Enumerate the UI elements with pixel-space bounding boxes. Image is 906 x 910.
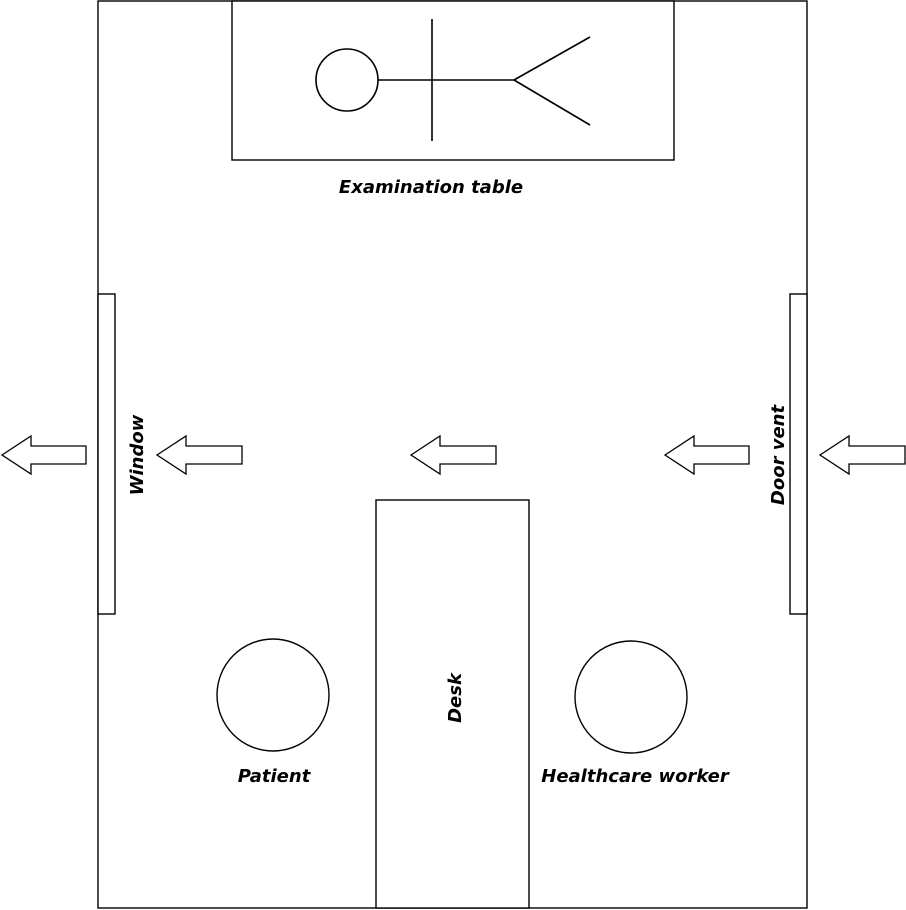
airflow-arrow-icon (155, 434, 243, 476)
healthcare-worker-seat (574, 640, 688, 754)
desk (375, 499, 530, 909)
person-leg-lower (513, 79, 591, 126)
lying-person-icon (315, 19, 591, 141)
desk-label: Desk (445, 672, 466, 723)
patient-label: Patient (238, 766, 312, 787)
person-leg-upper (513, 36, 591, 81)
patient-seat (216, 638, 330, 752)
window (97, 293, 116, 615)
airflow-arrow-icon (663, 434, 750, 476)
examination-table-label: Examination table (339, 177, 523, 198)
window-label: Window (127, 414, 148, 495)
door-vent-label: Door vent (768, 404, 789, 506)
airflow-arrow-icon (0, 434, 87, 476)
healthcare-worker-label: Healthcare worker (541, 766, 730, 787)
airflow-arrow-icon (818, 434, 906, 476)
airflow-arrow-icon (409, 434, 497, 476)
door-vent (789, 293, 808, 615)
